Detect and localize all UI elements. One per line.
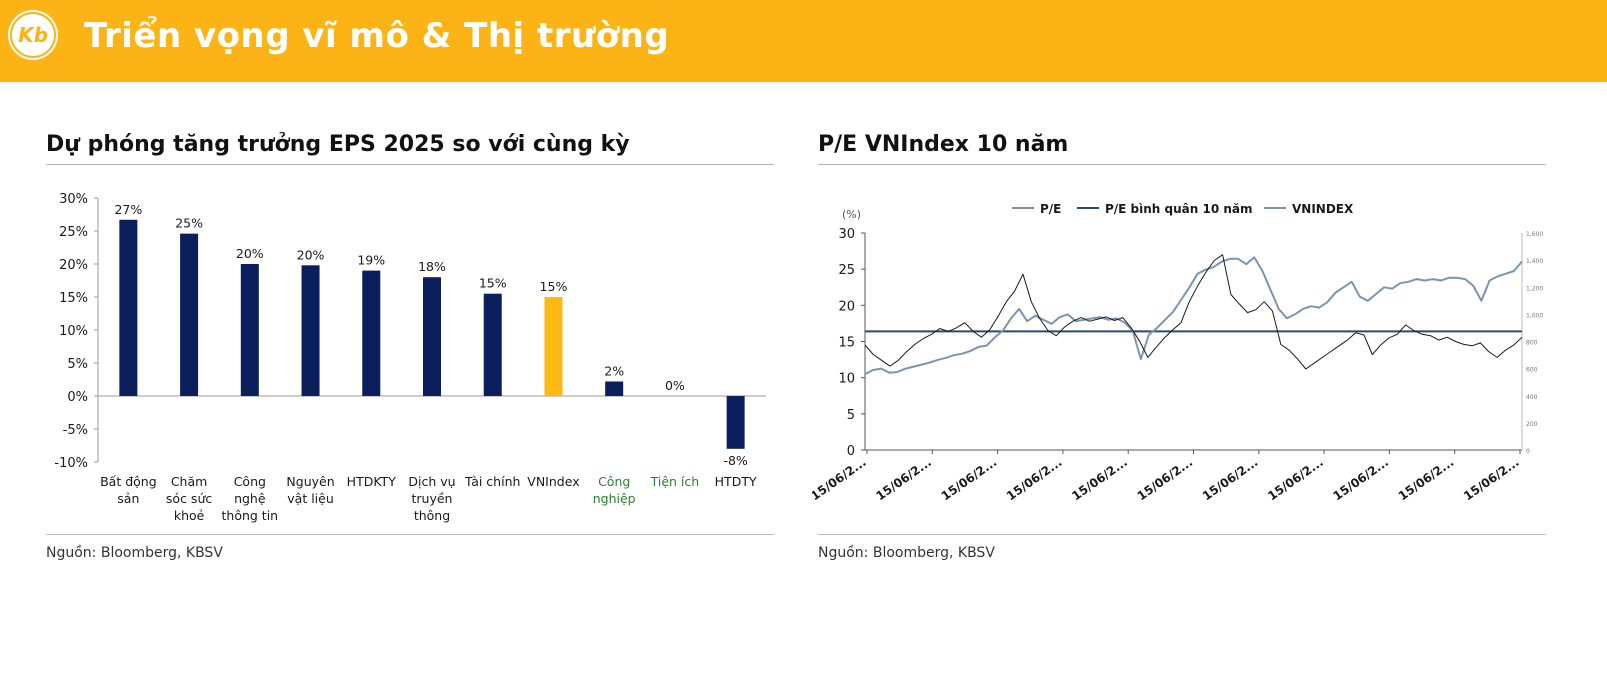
bar-value-label: 20% <box>297 247 325 262</box>
x-tick-label: 15/06/2... <box>873 455 934 503</box>
kbsv-logo-icon: Kb <box>10 12 56 58</box>
category-label: Công <box>598 474 630 489</box>
legend-label: P/E <box>1040 202 1061 216</box>
category-label: nghệ <box>234 491 266 506</box>
bar <box>483 293 502 396</box>
bar-value-label: 2% <box>604 363 624 378</box>
y-tick-label: 25 <box>838 263 855 278</box>
category-label: Dịch vụ <box>408 474 455 489</box>
vnindex-series-line <box>864 256 1523 375</box>
eps-chart-title: Dự phóng tăng trưởng EPS 2025 so với cùn… <box>46 132 630 157</box>
y-tick-label: 10% <box>59 324 88 339</box>
header-bar: Kb Triển vọng vĩ mô & Thị trường <box>0 0 1607 82</box>
secondary-y-tick-label: 400 <box>1526 394 1538 401</box>
category-label: Tài chính <box>464 474 520 489</box>
x-tick-label: 15/06/2... <box>1004 455 1065 503</box>
y-tick-label: 10 <box>838 372 855 387</box>
category-label: Tiện ích <box>650 474 700 489</box>
y-tick-label: 5 <box>847 408 855 423</box>
bar <box>180 233 199 396</box>
category-label: Nguyên <box>286 474 334 489</box>
y-tick-label: -5% <box>63 423 88 438</box>
category-label: sóc sức <box>166 491 212 506</box>
x-tick-label: 15/06/2... <box>939 455 1000 503</box>
category-label: truyền <box>412 491 453 506</box>
eps-source-divider <box>46 534 774 535</box>
legend-label: P/E bình quân 10 năm <box>1105 202 1253 216</box>
category-label: HTDKTY <box>347 474 397 489</box>
x-tick-label: 15/06/2... <box>1265 455 1326 503</box>
bar-value-label: 25% <box>175 216 203 231</box>
bar <box>119 219 138 396</box>
x-tick-label: 15/06/2... <box>1200 455 1261 503</box>
pe-title-divider <box>818 164 1546 165</box>
bar-value-label: 18% <box>418 259 446 274</box>
y-tick-label: 20% <box>59 258 88 273</box>
x-tick-label: 15/06/2... <box>1069 455 1130 503</box>
bar-value-label: 15% <box>479 276 507 291</box>
bar-value-label: 27% <box>114 202 142 217</box>
bar <box>362 270 381 396</box>
secondary-y-tick-label: 1,400 <box>1526 258 1543 265</box>
bar <box>605 381 624 396</box>
secondary-y-tick-label: 800 <box>1526 340 1538 347</box>
secondary-y-tick-label: 0 <box>1526 448 1530 455</box>
bar-value-label: -8% <box>723 453 747 468</box>
bar <box>423 277 441 396</box>
category-label: Công <box>234 474 266 489</box>
secondary-y-tick-label: 1,600 <box>1526 231 1543 238</box>
y-tick-label: 25% <box>59 225 88 240</box>
secondary-y-tick-label: 600 <box>1526 367 1538 374</box>
category-label: Bất động <box>100 474 157 489</box>
bar <box>726 396 745 449</box>
y-tick-label: 5% <box>67 357 88 372</box>
category-label: nghiệp <box>593 491 636 506</box>
x-tick-label: 15/06/2... <box>1330 455 1391 503</box>
x-tick-label: 15/06/2... <box>1396 455 1457 503</box>
x-tick-label: 15/06/2... <box>1135 455 1196 503</box>
category-label: HTDTY <box>715 474 757 489</box>
secondary-y-tick-label: 200 <box>1526 421 1538 428</box>
bar <box>240 264 259 396</box>
x-tick-label: 15/06/2... <box>1461 455 1522 503</box>
y-tick-label: 15% <box>59 291 88 306</box>
bar <box>544 297 563 396</box>
category-label: khoẻ <box>174 508 205 523</box>
y-tick-label: 30 <box>838 227 855 242</box>
pe-chart-title: P/E VNIndex 10 năm <box>818 132 1069 157</box>
y-axis-unit-label: (%) <box>842 208 861 221</box>
pe-source-divider <box>818 534 1546 535</box>
category-label: thông <box>414 508 450 523</box>
eps-title-divider <box>46 164 774 165</box>
secondary-y-tick-label: 1,200 <box>1526 285 1543 292</box>
category-label: vật liệu <box>287 491 334 506</box>
y-tick-label: 20 <box>838 299 855 314</box>
category-label: sản <box>117 491 139 506</box>
bar-value-label: 19% <box>357 253 385 268</box>
eps-growth-bar-chart: 30% 25% 20% 15% 10% 5% 0% -5% -10% 27% Bất động sản… <box>54 192 766 523</box>
y-tick-label: 15 <box>838 336 855 351</box>
bar <box>301 265 320 396</box>
eps-chart-source: Nguồn: Bloomberg, KBSV <box>46 545 223 561</box>
category-label: thông tin <box>222 508 279 523</box>
y-tick-label: -10% <box>54 456 88 471</box>
y-tick-label: 30% <box>59 192 88 207</box>
pe-line-chart: P/E P/E bình quân 10 năm VNINDEX (%) 0 5 10 15 2… <box>812 202 1543 503</box>
pe-series-line <box>864 254 1523 370</box>
category-label: Chăm <box>171 474 208 489</box>
category-label: VNIndex <box>527 474 579 489</box>
bar-value-label: 0% <box>665 378 685 393</box>
kbsv-logo: Kb <box>8 10 58 60</box>
page-title: Triển vọng vĩ mô & Thị trường <box>84 16 670 56</box>
y-tick-label: 0% <box>67 390 88 405</box>
bar-value-label: 15% <box>540 279 568 294</box>
x-tick-label: 15/06/2... <box>812 455 869 503</box>
legend-label: VNINDEX <box>1292 202 1354 216</box>
pe-chart-source: Nguồn: Bloomberg, KBSV <box>818 545 995 561</box>
secondary-y-tick-label: 1,000 <box>1526 312 1543 319</box>
bar-value-label: 20% <box>236 246 264 261</box>
y-tick-label: 0 <box>847 444 855 459</box>
logo-text: Kb <box>18 23 48 47</box>
